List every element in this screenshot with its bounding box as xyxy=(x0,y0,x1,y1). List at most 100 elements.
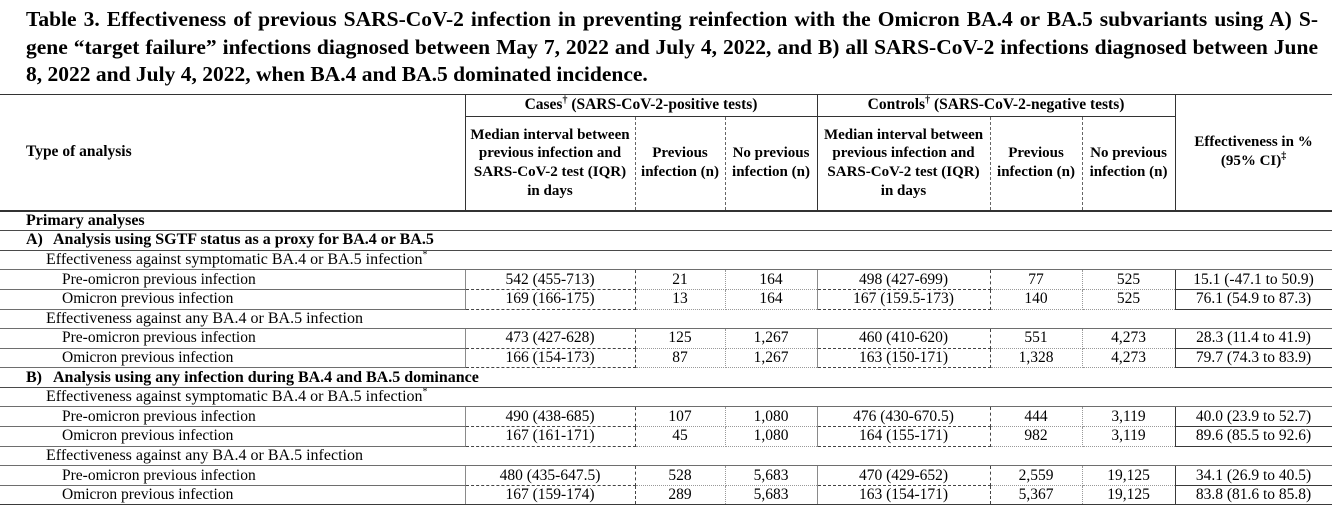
cell-median-cases: 490 (438-685) xyxy=(464,406,636,428)
table-row: Effectiveness against any BA.4 or BA.5 i… xyxy=(0,309,1332,330)
cell-median-controls: 164 (155-171) xyxy=(816,426,991,447)
cell-median-cases: 542 (455-713) xyxy=(464,269,636,290)
cell-no-prev-infection-cases: 1,080 xyxy=(724,426,818,447)
cell-no-prev-infection-controls: 4,273 xyxy=(1081,328,1176,349)
cell-prev-infection-cases: 21 xyxy=(634,269,726,290)
column-header-median-interval-cases: Median interval between previous infecti… xyxy=(464,116,636,213)
table-row: B) Analysis using any infection during BA… xyxy=(0,367,1332,388)
effectiveness-ci-label: (95% CI) xyxy=(1220,153,1282,170)
cell-median-cases: 167 (161-171) xyxy=(464,426,636,447)
cell-prev-infection-controls: 551 xyxy=(989,328,1083,349)
table-row: Pre-omicron previous infection 480 (435-6… xyxy=(0,465,1332,486)
subsection-label: Effectiveness against any BA.4 or BA.5 i… xyxy=(0,446,1332,467)
row-label: Pre-omicron previous infection xyxy=(0,406,465,428)
header-group-row: Type of analysis Cases† (SARS-CoV-2-posi… xyxy=(0,93,1332,213)
table-title: Table 3. Effectiveness of previous SARS-… xyxy=(26,7,1318,87)
cell-prev-infection-controls: 2,559 xyxy=(989,465,1083,486)
cell-prev-infection-controls: 444 xyxy=(989,406,1083,428)
cell-no-prev-infection-controls: 525 xyxy=(1081,269,1176,290)
cell-effectiveness: 40.0 (23.9 to 52.7) xyxy=(1174,406,1332,428)
cell-prev-infection-controls: 5,367 xyxy=(989,484,1083,505)
table-row: Omicron previous infection 166 (154-173) 8… xyxy=(0,347,1332,369)
section-label-text: Effectiveness against symptomatic BA.4 o… xyxy=(46,388,423,406)
cases-label: Cases xyxy=(524,96,563,114)
controls-label: Controls xyxy=(867,96,926,114)
section-label-text: Primary analyses xyxy=(26,212,145,230)
subsection-label: Effectiveness against any BA.4 or BA.5 i… xyxy=(0,309,1332,330)
section-label-text: Effectiveness against symptomatic BA.4 o… xyxy=(46,251,423,269)
cell-prev-infection-cases: 13 xyxy=(634,288,726,310)
cell-effectiveness: 76.1 (54.9 to 87.3) xyxy=(1174,288,1332,310)
row-label: Omicron previous infection xyxy=(0,485,465,505)
header-sub-row: Median interval between previous infecti… xyxy=(0,116,1332,213)
row-label: Omicron previous infection xyxy=(0,348,465,369)
cell-median-controls: 163 (150-171) xyxy=(816,347,991,369)
table-row: Pre-omicron previous infection 473 (427-6… xyxy=(0,328,1332,349)
cell-median-controls: 476 (430-670.5) xyxy=(816,406,991,428)
cell-median-controls: 167 (159.5-173) xyxy=(816,288,991,310)
table-row: A) Analysis using SGTF status as a proxy … xyxy=(0,230,1332,251)
controls-label-rest: (SARS-CoV-2-negative tests) xyxy=(930,96,1125,114)
cell-no-prev-infection-cases: 5,683 xyxy=(724,484,818,505)
cell-median-controls: 498 (427-699) xyxy=(816,269,991,290)
cell-prev-infection-controls: 982 xyxy=(989,426,1083,447)
type-of-analysis-label: Type of analysis xyxy=(26,143,132,161)
cell-prev-infection-cases: 107 xyxy=(634,406,726,428)
column-header-no-previous-infection-controls: No previous infection (n) xyxy=(1082,116,1176,213)
cell-median-cases: 169 (166-175) xyxy=(464,288,636,310)
cell-no-prev-infection-controls: 3,119 xyxy=(1081,406,1176,428)
footnote-marker: * xyxy=(422,387,428,398)
cell-effectiveness: 28.3 (11.4 to 41.9) xyxy=(1174,328,1332,349)
cell-prev-infection-controls: 77 xyxy=(989,269,1083,290)
section-label-text: Effectiveness against any BA.4 or BA.5 i… xyxy=(46,309,363,327)
table-row: Effectiveness against symptomatic BA.4 o… xyxy=(0,387,1332,408)
cell-no-prev-infection-cases: 1,267 xyxy=(724,328,818,349)
section-label-text: Analysis using SGTF status as a proxy fo… xyxy=(53,231,434,249)
cell-no-prev-infection-cases: 164 xyxy=(724,288,818,310)
column-header-type-of-analysis: Type of analysis xyxy=(0,93,466,213)
effectiveness-footnote-marker: ‡ xyxy=(1281,151,1287,163)
row-label: Pre-omicron previous infection xyxy=(0,269,465,290)
cell-prev-infection-cases: 45 xyxy=(634,426,726,447)
cell-prev-infection-cases: 87 xyxy=(634,347,726,369)
cell-median-cases: 473 (427-628) xyxy=(464,328,636,349)
column-header-previous-infection-cases: Previous infection (n) xyxy=(635,116,726,213)
row-label: Pre-omicron previous infection xyxy=(0,328,465,349)
row-label: Omicron previous infection xyxy=(0,289,465,310)
effectiveness-label-line1: Effectiveness in % xyxy=(1194,133,1313,150)
cell-no-prev-infection-controls: 525 xyxy=(1081,288,1176,310)
table-row: Pre-omicron previous infection 542 (455-7… xyxy=(0,269,1332,290)
table-header: Type of analysis Cases† (SARS-CoV-2-posi… xyxy=(0,93,1332,213)
table-row: Omicron previous infection 167 (161-171) 4… xyxy=(0,426,1332,447)
subsection-label: Effectiveness against symptomatic BA.4 o… xyxy=(0,387,1332,408)
cell-no-prev-infection-controls: 19,125 xyxy=(1081,465,1176,486)
table-row: Omicron previous infection 167 (159-174) 2… xyxy=(0,484,1332,505)
footnote-marker: * xyxy=(422,250,428,261)
column-header-previous-infection-controls: Previous infection (n) xyxy=(990,116,1083,213)
table-row: Primary analyses xyxy=(0,211,1332,232)
cell-no-prev-infection-cases: 1,267 xyxy=(724,347,818,369)
cell-median-cases: 480 (435-647.5) xyxy=(464,465,636,486)
cell-effectiveness: 15.1 (-47.1 to 50.9) xyxy=(1174,269,1332,290)
cell-median-cases: 166 (154-173) xyxy=(464,347,636,369)
cases-label-rest: (SARS-CoV-2-positive tests) xyxy=(567,96,758,114)
section-prefix: A) xyxy=(26,231,43,249)
cell-median-cases: 167 (159-174) xyxy=(464,484,636,505)
subsection-label: Effectiveness against symptomatic BA.4 o… xyxy=(0,250,1332,271)
cell-no-prev-infection-cases: 5,683 xyxy=(724,465,818,486)
cases-footnote-marker: † xyxy=(562,94,568,106)
column-group-cases: Cases† (SARS-CoV-2-positive tests) xyxy=(464,93,818,117)
table-row: Pre-omicron previous infection 490 (438-6… xyxy=(0,406,1332,428)
cell-prev-infection-cases: 289 xyxy=(634,484,726,505)
cell-no-prev-infection-controls: 19,125 xyxy=(1081,484,1176,505)
section-label-text: Analysis using any infection during BA.4… xyxy=(53,368,479,386)
section-label: A) Analysis using SGTF status as a proxy … xyxy=(0,230,1332,251)
controls-footnote-marker: † xyxy=(925,94,931,106)
cell-no-prev-infection-cases: 164 xyxy=(724,269,818,290)
cell-effectiveness: 89.6 (85.5 to 92.6) xyxy=(1174,426,1332,447)
row-label: Pre-omicron previous infection xyxy=(0,465,465,486)
cell-prev-infection-controls: 140 xyxy=(989,288,1083,310)
column-header-median-interval-controls: Median interval between previous infecti… xyxy=(817,116,991,213)
table-row: Omicron previous infection 169 (166-175) 1… xyxy=(0,288,1332,310)
